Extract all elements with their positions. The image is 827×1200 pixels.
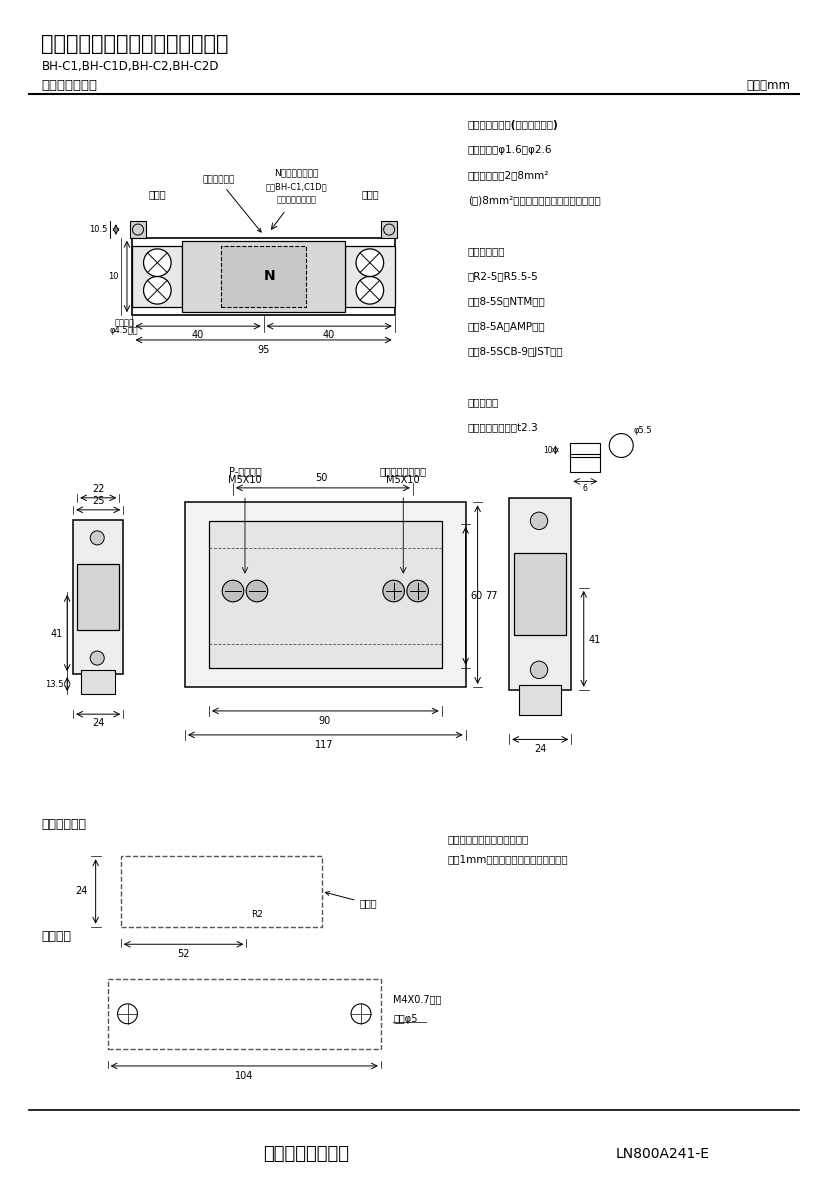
Text: 104: 104 xyxy=(235,1070,253,1081)
Text: 適合圧着端子: 適合圧着端子 xyxy=(467,246,504,256)
Text: R2: R2 xyxy=(251,910,263,919)
Circle shape xyxy=(530,512,547,529)
Text: 90: 90 xyxy=(318,715,330,726)
Text: 単線　：φ1.6～φ2.6: 単線 ：φ1.6～φ2.6 xyxy=(467,145,552,155)
Bar xyxy=(184,503,465,686)
Circle shape xyxy=(382,581,404,602)
Bar xyxy=(514,553,566,635)
Text: 注：BH-C1,C1D形: 注：BH-C1,C1D形 xyxy=(265,182,327,191)
Bar xyxy=(132,246,182,307)
Text: 片側1mmの隙間をもたせる寸法です。: 片側1mmの隙間をもたせる寸法です。 xyxy=(447,854,567,864)
Bar xyxy=(132,238,394,316)
Text: 10.5: 10.5 xyxy=(89,226,108,234)
Text: 8-5A（AMP社）: 8-5A（AMP社） xyxy=(467,322,545,331)
Text: 40: 40 xyxy=(323,330,335,341)
Text: R2-5～R5.5-5: R2-5～R5.5-5 xyxy=(467,271,538,281)
Bar xyxy=(182,240,345,312)
Text: 117: 117 xyxy=(314,739,333,750)
Text: 25: 25 xyxy=(92,496,104,506)
Bar xyxy=(121,857,322,926)
Text: N: N xyxy=(263,270,275,283)
Text: 遮断器の中心: 遮断器の中心 xyxy=(203,175,261,232)
Bar xyxy=(208,522,441,667)
Text: 適合電線サイズ(負荷端子のみ): 適合電線サイズ(負荷端子のみ) xyxy=(467,120,558,130)
Text: 三菱分電盤用ノーヒューズ遅断器: 三菱分電盤用ノーヒューズ遅断器 xyxy=(41,34,228,54)
Circle shape xyxy=(143,276,171,304)
Bar xyxy=(73,520,123,674)
Bar xyxy=(509,498,571,690)
Text: P-なべねじ: P-なべねじ xyxy=(228,466,261,476)
Text: 8-5S（NTM社）: 8-5S（NTM社） xyxy=(467,296,545,306)
Text: 95: 95 xyxy=(257,346,270,355)
Text: 標準外形寸法図: 標準外形寸法図 xyxy=(41,79,98,92)
Text: M5X10: M5X10 xyxy=(386,475,419,486)
Text: 取付つめ: 取付つめ xyxy=(114,318,134,326)
Text: 6: 6 xyxy=(582,485,587,493)
Text: にのみ付きます: にのみ付きます xyxy=(276,196,316,205)
Text: 10: 10 xyxy=(108,272,118,281)
Bar xyxy=(77,564,119,630)
Bar xyxy=(345,246,394,307)
Text: 単位：mm: 単位：mm xyxy=(746,79,790,92)
Circle shape xyxy=(356,276,383,304)
Bar xyxy=(570,443,600,457)
Bar xyxy=(380,221,397,238)
Text: 77: 77 xyxy=(485,590,497,601)
Text: LN800A241-E: LN800A241-E xyxy=(614,1147,709,1162)
Circle shape xyxy=(406,581,428,602)
Text: 又はφ5: 又はφ5 xyxy=(393,1014,418,1024)
Bar xyxy=(108,979,380,1049)
Circle shape xyxy=(143,248,171,276)
Text: M5X10: M5X10 xyxy=(228,475,261,486)
Bar xyxy=(570,455,600,473)
Text: 41: 41 xyxy=(50,629,63,640)
Text: 遮断器: 遮断器 xyxy=(325,892,376,908)
Text: 52: 52 xyxy=(177,949,189,959)
Text: (注)8mm²電線は圧着端子をご使用下さい: (注)8mm²電線は圧着端子をご使用下さい xyxy=(467,196,600,205)
Text: 40: 40 xyxy=(192,330,204,341)
Text: φ4.5長穴: φ4.5長穴 xyxy=(110,326,138,335)
Text: 24: 24 xyxy=(92,718,104,728)
Bar xyxy=(130,221,146,238)
Text: 電源側: 電源側 xyxy=(148,190,166,199)
Text: 24: 24 xyxy=(75,887,88,896)
Circle shape xyxy=(530,661,547,678)
Circle shape xyxy=(222,581,243,602)
Circle shape xyxy=(90,652,104,665)
Text: 24: 24 xyxy=(533,744,546,755)
Text: 穴明寸法は遮断器窓枠に対し: 穴明寸法は遮断器窓枠に対し xyxy=(447,834,528,844)
Text: M4X0.7ねじ: M4X0.7ねじ xyxy=(393,994,441,1004)
Text: 負荷側: 負荷側 xyxy=(361,190,378,199)
Text: 表板穴明寸法: 表板穴明寸法 xyxy=(41,818,86,832)
Text: 13.5: 13.5 xyxy=(45,679,63,689)
Text: 10: 10 xyxy=(543,445,552,455)
Text: 穴明寸法: 穴明寸法 xyxy=(41,930,71,943)
Text: N（中性線記号）: N（中性線記号） xyxy=(275,168,318,178)
Bar xyxy=(221,246,306,307)
Bar xyxy=(81,670,115,694)
Text: 8-5SCB-9（JST社）: 8-5SCB-9（JST社） xyxy=(467,347,562,356)
Text: φ5.5: φ5.5 xyxy=(633,426,651,436)
Text: 41: 41 xyxy=(588,635,600,646)
Circle shape xyxy=(356,248,383,276)
Text: 60: 60 xyxy=(470,590,482,601)
Text: 最大導帯板厚　t2.3: 最大導帯板厚 t2.3 xyxy=(467,422,538,432)
Text: 50: 50 xyxy=(315,473,327,484)
Bar xyxy=(519,685,561,714)
Text: 導帯加工図: 導帯加工図 xyxy=(467,397,499,407)
Text: より線　：2～8mm²: より線 ：2～8mm² xyxy=(467,170,548,180)
Text: 22: 22 xyxy=(92,484,104,494)
Circle shape xyxy=(246,581,267,602)
Text: BH-C1,BH-C1D,BH-C2,BH-C2D: BH-C1,BH-C1D,BH-C2,BH-C2D xyxy=(41,60,218,73)
Circle shape xyxy=(90,530,104,545)
Text: セルフアップねじ: セルフアップねじ xyxy=(380,466,426,476)
Text: 三菱電機株式会社: 三菱電機株式会社 xyxy=(263,1145,349,1164)
